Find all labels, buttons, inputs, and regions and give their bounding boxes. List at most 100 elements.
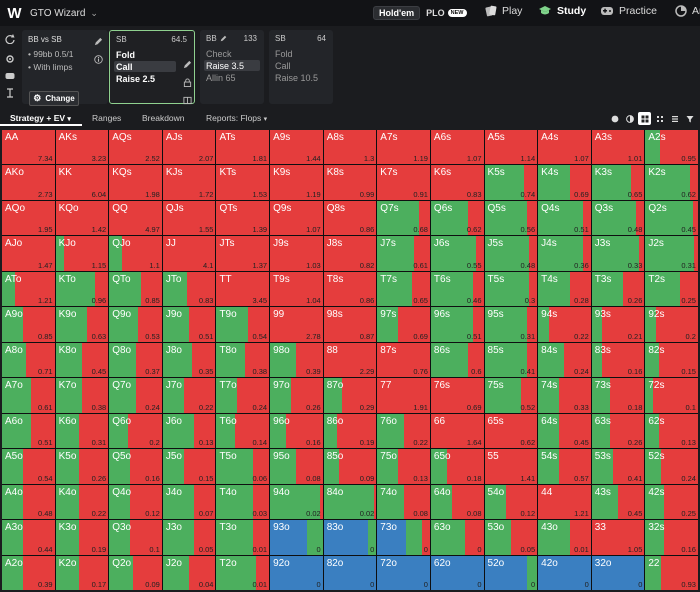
tab-breakdown[interactable]: Breakdown <box>142 113 185 123</box>
hand-cell[interactable]: Q8s 0.86 <box>323 200 377 236</box>
hand-cell[interactable]: 75s 0.52 <box>484 378 538 413</box>
hand-cell[interactable]: 85s 0.41 <box>484 342 538 378</box>
hand-cell[interactable]: 96o 0.16 <box>270 413 323 449</box>
hand-cell[interactable]: KTs 1.53 <box>216 165 270 200</box>
hand-cell[interactable]: T9o 0.54 <box>216 307 270 342</box>
hand-cell[interactable]: 92s 0.2 <box>645 307 698 342</box>
hand-cell[interactable]: T3s 0.26 <box>591 271 645 307</box>
hand-cell[interactable]: KQo 1.42 <box>55 200 109 236</box>
hand-cell[interactable]: 55 1.41 <box>484 449 538 484</box>
hand-cell[interactable]: A4s 1.07 <box>538 130 591 165</box>
hand-cell[interactable]: 77 1.91 <box>377 378 430 413</box>
hand-cell[interactable]: Q2s 0.45 <box>645 200 698 236</box>
hand-cell[interactable]: 64o 0.08 <box>430 484 484 520</box>
hand-cell[interactable]: J2o 0.04 <box>162 555 216 590</box>
hand-cell[interactable]: Q6o 0.2 <box>109 413 162 449</box>
holdem-button[interactable]: Hold'em <box>373 6 421 20</box>
hand-cell[interactable]: 66 1.64 <box>430 413 484 449</box>
action-check[interactable]: Check <box>206 49 232 59</box>
hand-cell[interactable]: AA 7.34 <box>2 130 55 165</box>
nav-practice[interactable]: Practice <box>600 5 657 17</box>
hand-cell[interactable]: 43o 0.01 <box>538 520 591 555</box>
app-title[interactable]: GTO Wizard <box>30 7 86 19</box>
hand-cell[interactable]: 96s 0.51 <box>430 307 484 342</box>
hand-cell[interactable]: J5s 0.48 <box>484 236 538 271</box>
hand-cell[interactable]: 42o 0 <box>538 555 591 590</box>
hand-cell[interactable]: A6o 0.51 <box>2 413 55 449</box>
action-step-sb[interactable]: SB 64.5 Fold Call Raise 2.5 <box>109 30 195 104</box>
logo[interactable]: W <box>7 4 22 22</box>
hand-cell[interactable]: Q2o 0.09 <box>109 555 162 590</box>
action-fold[interactable]: Fold <box>275 49 293 59</box>
hand-cell[interactable]: TT 3.45 <box>216 271 270 307</box>
tab-reports[interactable]: Reports: Flops ▾ <box>206 113 267 123</box>
small-grid-icon[interactable] <box>653 112 666 125</box>
hand-cell[interactable]: J7s 0.61 <box>377 236 430 271</box>
hand-cell[interactable]: T2o 0.01 <box>216 555 270 590</box>
hand-cell[interactable]: Q6s 0.62 <box>430 200 484 236</box>
list-view-icon[interactable] <box>668 112 681 125</box>
hand-cell[interactable]: 83s 0.16 <box>591 342 645 378</box>
hand-cell[interactable]: 65s 0.62 <box>484 413 538 449</box>
hand-cell[interactable]: J8o 0.35 <box>162 342 216 378</box>
hand-cell[interactable]: T5o 0.06 <box>216 449 270 484</box>
hand-cell[interactable]: 73o 0 <box>377 520 430 555</box>
action-allin[interactable]: Allin 65 <box>206 73 236 83</box>
grid-view-icon[interactable] <box>638 112 651 125</box>
hand-cell[interactable]: 22 0.93 <box>645 555 698 590</box>
hand-cell[interactable]: K6s 0.83 <box>430 165 484 200</box>
hand-cell[interactable]: 85o 0.09 <box>323 449 377 484</box>
hand-cell[interactable]: 54s 0.57 <box>538 449 591 484</box>
hand-cell[interactable]: J8s 0.82 <box>323 236 377 271</box>
hand-cell[interactable]: K9o 0.63 <box>55 307 109 342</box>
hand-cell[interactable]: 94s 0.22 <box>538 307 591 342</box>
hand-cell[interactable]: A7o 0.61 <box>2 378 55 413</box>
hand-cell[interactable]: 32o 0 <box>591 555 645 590</box>
hand-cell[interactable]: J5o 0.15 <box>162 449 216 484</box>
hand-cell[interactable]: K7o 0.38 <box>55 378 109 413</box>
hand-cell[interactable]: JTs 1.37 <box>216 236 270 271</box>
hand-cell[interactable]: 87o 0.29 <box>323 378 377 413</box>
hand-cell[interactable]: KTo 0.96 <box>55 271 109 307</box>
hand-cell[interactable]: QJs 1.55 <box>162 200 216 236</box>
hand-cell[interactable]: Q7o 0.24 <box>109 378 162 413</box>
action-raise[interactable]: Raise 2.5 <box>116 74 156 84</box>
hand-cell[interactable]: AKo 2.73 <box>2 165 55 200</box>
hand-cell[interactable]: 54o 0.12 <box>484 484 538 520</box>
action-call[interactable]: Call <box>116 62 133 72</box>
hand-cell[interactable]: K2o 0.17 <box>55 555 109 590</box>
hand-cell[interactable]: 93o 0 <box>270 520 323 555</box>
hand-cell[interactable]: Q3o 0.1 <box>109 520 162 555</box>
hand-cell[interactable]: JJ 4.1 <box>162 236 216 271</box>
hand-cell[interactable]: 97o 0.26 <box>270 378 323 413</box>
hand-cell[interactable]: 33 1.05 <box>591 520 645 555</box>
hand-cell[interactable]: Q4s 0.51 <box>538 200 591 236</box>
change-button[interactable]: ⚙ Change <box>29 91 79 106</box>
hand-cell[interactable]: A5o 0.54 <box>2 449 55 484</box>
hand-cell[interactable]: A9o 0.85 <box>2 307 55 342</box>
hand-cell[interactable]: 72o 0 <box>377 555 430 590</box>
hand-cell[interactable]: 86o 0.19 <box>323 413 377 449</box>
hand-cell[interactable]: KQs 1.98 <box>109 165 162 200</box>
hand-cell[interactable]: 98o 0.39 <box>270 342 323 378</box>
hand-cell[interactable]: 95o 0.08 <box>270 449 323 484</box>
contrast-view-icon[interactable] <box>623 112 636 125</box>
hand-cell[interactable]: T7s 0.65 <box>377 271 430 307</box>
hand-cell[interactable]: Q5o 0.16 <box>109 449 162 484</box>
hand-cell[interactable]: K8o 0.45 <box>55 342 109 378</box>
hand-cell[interactable]: T5s 0.3 <box>484 271 538 307</box>
action-step-bb[interactable]: BB 133 Check Raise 3.5 Allin 65 <box>200 30 264 104</box>
hand-cell[interactable]: A6s 1.07 <box>430 130 484 165</box>
hand-cell[interactable]: J2s 0.31 <box>645 236 698 271</box>
action-raise[interactable]: Raise 10.5 <box>275 73 319 83</box>
hand-cell[interactable]: KJo 1.15 <box>55 236 109 271</box>
hand-cell[interactable]: T2s 0.25 <box>645 271 698 307</box>
hand-cell[interactable]: KJs 1.72 <box>162 165 216 200</box>
hand-cell[interactable]: Q3s 0.48 <box>591 200 645 236</box>
hand-cell[interactable]: 32s 0.16 <box>645 520 698 555</box>
hand-cell[interactable]: Q8o 0.37 <box>109 342 162 378</box>
hand-cell[interactable]: J7o 0.22 <box>162 378 216 413</box>
hand-cell[interactable]: A5s 1.14 <box>484 130 538 165</box>
action-raise[interactable]: Raise 3.5 <box>206 61 245 71</box>
hand-cell[interactable]: J9s 1.03 <box>270 236 323 271</box>
